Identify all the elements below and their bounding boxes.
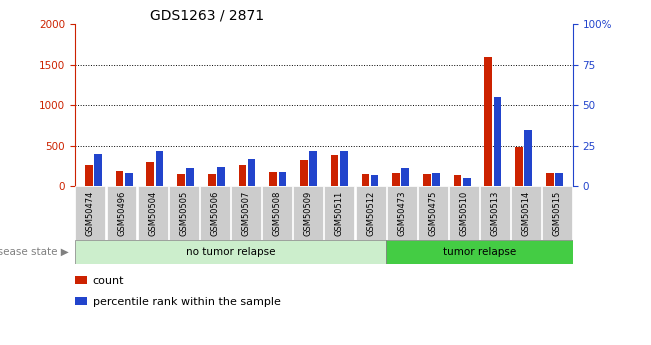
Bar — [371, 175, 378, 186]
Text: GDS1263 / 2871: GDS1263 / 2871 — [150, 9, 264, 23]
Text: GSM50507: GSM50507 — [242, 190, 251, 236]
Bar — [393, 173, 400, 186]
Text: no tumor relapse: no tumor relapse — [186, 247, 275, 257]
Text: GSM50496: GSM50496 — [117, 190, 126, 236]
Bar — [493, 97, 501, 186]
Text: disease state ▶: disease state ▶ — [0, 247, 68, 257]
Bar — [480, 186, 510, 240]
Bar — [511, 186, 541, 240]
Text: GSM50506: GSM50506 — [210, 190, 219, 236]
Bar — [355, 186, 385, 240]
Text: tumor relapse: tumor relapse — [443, 247, 516, 257]
Bar — [76, 186, 105, 240]
Bar — [402, 168, 409, 186]
Text: GSM50508: GSM50508 — [273, 190, 282, 236]
Bar — [116, 171, 123, 186]
Text: GSM50513: GSM50513 — [491, 190, 499, 236]
Bar — [454, 175, 462, 186]
Bar — [324, 186, 354, 240]
Bar — [449, 186, 479, 240]
Bar — [94, 154, 102, 186]
Text: count: count — [93, 276, 124, 286]
Bar — [107, 186, 137, 240]
Bar — [138, 186, 167, 240]
Bar — [542, 186, 572, 240]
Text: GSM50514: GSM50514 — [521, 190, 531, 236]
Bar — [386, 240, 573, 264]
Bar — [208, 174, 215, 186]
Bar — [238, 165, 246, 186]
Bar — [200, 186, 230, 240]
Bar — [85, 165, 92, 186]
Bar — [418, 186, 448, 240]
Bar — [75, 276, 87, 284]
Bar — [75, 240, 386, 264]
Bar — [177, 174, 185, 186]
Bar — [361, 174, 369, 186]
Bar — [340, 151, 348, 186]
Text: GSM50504: GSM50504 — [148, 190, 157, 236]
Bar — [169, 186, 199, 240]
Bar — [146, 162, 154, 186]
Text: GSM50473: GSM50473 — [397, 190, 406, 236]
Bar — [463, 178, 471, 186]
Bar — [546, 173, 553, 186]
Text: GSM50512: GSM50512 — [366, 190, 375, 236]
Text: GSM50505: GSM50505 — [179, 190, 188, 236]
Text: GSM50475: GSM50475 — [428, 190, 437, 236]
Bar — [423, 174, 431, 186]
Bar — [125, 173, 133, 186]
Text: GSM50511: GSM50511 — [335, 190, 344, 236]
Bar — [156, 151, 163, 186]
Bar — [270, 172, 277, 186]
Bar — [300, 160, 308, 186]
Text: GSM50515: GSM50515 — [553, 190, 562, 236]
Bar — [555, 173, 563, 186]
Text: GSM50474: GSM50474 — [86, 190, 95, 236]
Bar — [387, 186, 417, 240]
Text: GSM50510: GSM50510 — [460, 190, 469, 236]
Bar — [484, 57, 492, 186]
Bar — [75, 297, 87, 305]
Bar — [248, 159, 255, 186]
Bar — [331, 156, 339, 186]
Bar — [525, 129, 532, 186]
Bar — [309, 151, 317, 186]
Bar — [515, 147, 523, 186]
Bar — [186, 168, 194, 186]
Text: GSM50509: GSM50509 — [304, 190, 313, 236]
Bar — [217, 167, 225, 186]
Bar — [279, 172, 286, 186]
Bar — [231, 186, 261, 240]
Text: percentile rank within the sample: percentile rank within the sample — [93, 297, 281, 307]
Bar — [432, 173, 440, 186]
Bar — [262, 186, 292, 240]
Bar — [294, 186, 324, 240]
